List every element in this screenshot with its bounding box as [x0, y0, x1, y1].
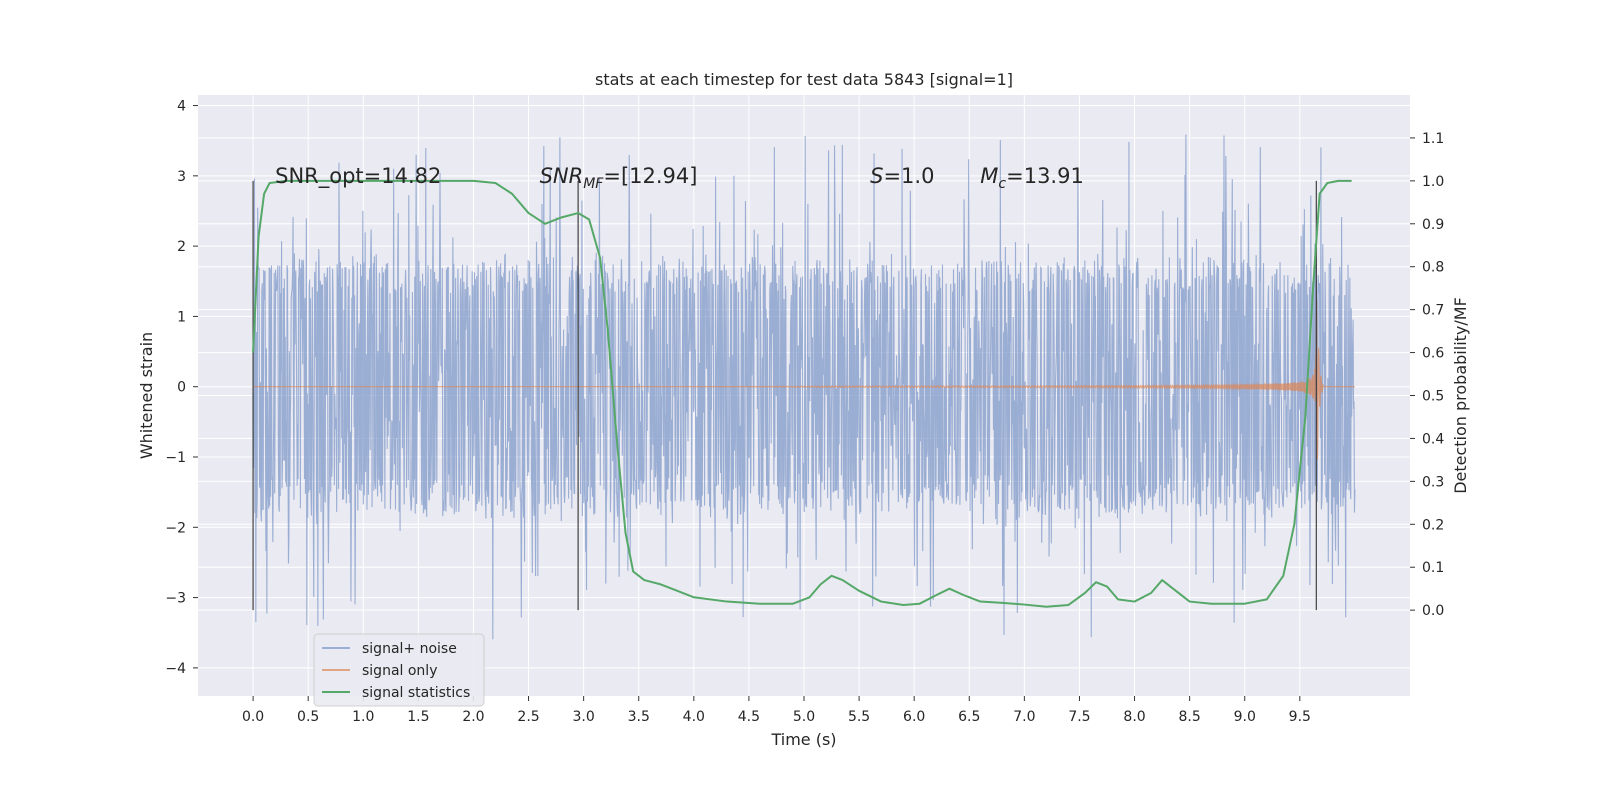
x-axis-label: Time (s): [770, 730, 836, 749]
x-tick-label: 7.0: [1013, 709, 1035, 725]
x-tick-label: 9.0: [1234, 709, 1256, 725]
y-tick-label: 2: [177, 239, 186, 255]
y-right-tick-label: 0.0: [1422, 603, 1444, 619]
y-right-tick-label: 0.9: [1422, 217, 1444, 233]
legend-label: signal+ noise: [362, 641, 457, 657]
y-tick-label: −2: [165, 520, 186, 536]
x-tick-label: 7.5: [1068, 709, 1090, 725]
y-tick-label: 4: [177, 99, 186, 115]
legend-label: signal statistics: [362, 685, 470, 701]
y-right-tick-label: 0.1: [1422, 560, 1444, 576]
y-right-tick-label: 0.2: [1422, 517, 1444, 533]
x-tick-label: 4.0: [683, 709, 705, 725]
y-right-tick-label: 1.1: [1422, 131, 1444, 147]
statistics-line: [252, 179, 1352, 608]
legend: signal+ noise signal only signal statistic…: [313, 633, 485, 707]
series-signal-noise: [252, 134, 1356, 640]
y-tick-label: −1: [165, 450, 186, 466]
x-tick-label: 1.5: [407, 709, 429, 725]
y-tick-label: 3: [177, 169, 186, 185]
signal-only-line: [253, 300, 1355, 460]
y-axis-label: Whitened strain: [137, 332, 156, 459]
y-tick-label: −4: [165, 661, 186, 677]
y-tick-label: 1: [177, 309, 186, 325]
x-tick-label: 2.5: [517, 709, 539, 725]
x-tick-label: 1.0: [352, 709, 374, 725]
x-tick-label: 6.0: [903, 709, 925, 725]
y-axis-right-label: Detection probability/MF: [1451, 297, 1470, 494]
y-right-tick-label: 0.5: [1422, 389, 1444, 405]
x-tick-label: 0.0: [242, 709, 264, 725]
x-tick-label: 0.5: [297, 709, 319, 725]
y-right-tick-label: 0.6: [1422, 346, 1444, 362]
annotation-text: Mc=13.91: [980, 164, 1084, 192]
x-tick-label: 5.5: [848, 709, 870, 725]
y-right-tick-label: 1.0: [1422, 174, 1444, 190]
series-signal-only: [253, 300, 1355, 460]
series-signal-statistics: [252, 179, 1352, 608]
y-right-tick-label: 0.4: [1422, 431, 1444, 447]
annotation-text: SNRMF=[12.94]: [540, 164, 698, 192]
x-tick-label: 3.0: [573, 709, 595, 725]
annotation-text: S=1.0: [870, 164, 934, 188]
legend-box: [313, 633, 485, 707]
x-tick-label: 3.5: [628, 709, 650, 725]
x-tick-label: 9.5: [1289, 709, 1311, 725]
chart-title: stats at each timestep for test data 584…: [595, 70, 1013, 89]
y-tick-label: −3: [165, 591, 186, 607]
x-tick-label: 8.0: [1123, 709, 1145, 725]
y-right-tick-label: 0.7: [1422, 303, 1444, 319]
noise-line: [252, 134, 1356, 640]
x-tick-label: 5.0: [793, 709, 815, 725]
axes: 0.0 0.5 1.0 1.5 2.0 2.5 3.0 3.5 4.0 4.5 5.0 5.5 6.0 6…: [165, 99, 1444, 725]
x-tick-label: 6.5: [958, 709, 980, 725]
x-tick-label: 2.0: [462, 709, 484, 725]
x-tick-label: 4.5: [738, 709, 760, 725]
annotations: SNR_opt=14.82 SNRMF=[12.94] S=1.0 Mc=13.91: [275, 164, 1084, 192]
y-right-tick-label: 0.8: [1422, 260, 1444, 276]
y-right-tick-label: 0.3: [1422, 474, 1444, 490]
annotation-text: SNR_opt=14.82: [275, 164, 441, 189]
legend-label: signal only: [362, 663, 437, 679]
y-tick-label: 0: [177, 380, 186, 396]
x-tick-label: 8.5: [1179, 709, 1201, 725]
